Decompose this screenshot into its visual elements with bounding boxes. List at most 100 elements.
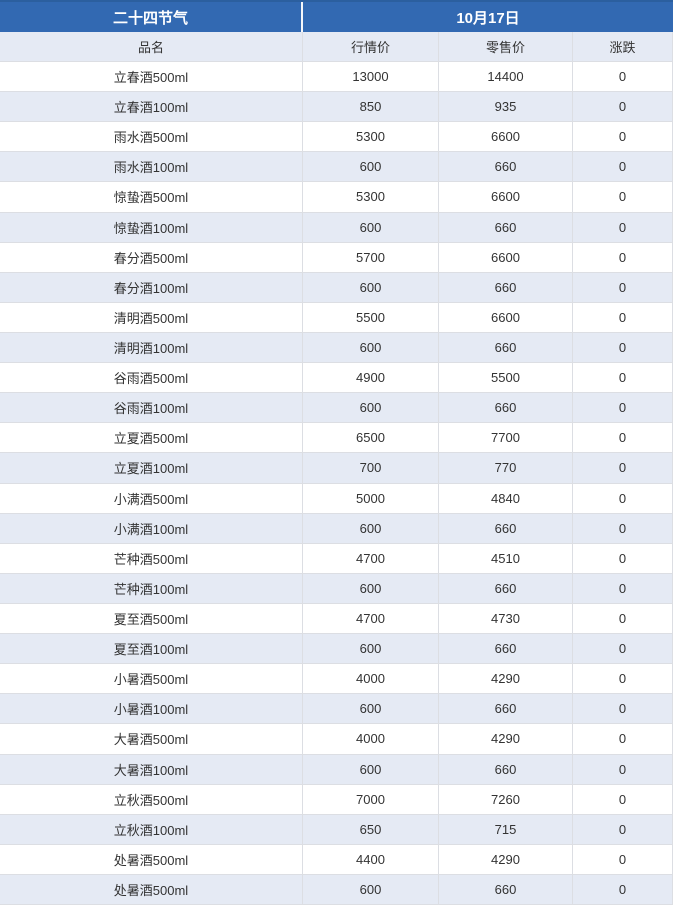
change-cell: 0 (618, 430, 627, 446)
table-row: 立秋酒500ml 7000 7260 0 (0, 784, 673, 815)
change-cell: 0 (618, 550, 627, 566)
change-cell: 0 (618, 340, 627, 356)
product-name-cell: 小满酒100ml (0, 513, 303, 543)
table-body: 立春酒500ml 13000 14400 0 立春酒100ml 850 935 … (0, 62, 673, 905)
change-cell: 0 (618, 400, 627, 416)
market-price-cell: 600 (303, 694, 439, 724)
retail-price-cell: 6600 (439, 302, 573, 332)
column-header-retail-price: 零售价 (439, 32, 573, 61)
market-price-cell: 5300 (303, 182, 439, 212)
retail-price-cell: 660 (439, 332, 573, 363)
market-price-cell: 850 (303, 92, 439, 122)
retail-price-cell: 660 (439, 212, 573, 242)
market-price-cell: 600 (303, 393, 439, 423)
product-name-cell: 谷雨酒500ml (0, 363, 303, 393)
retail-price-cell: 6600 (439, 242, 573, 272)
change-cell: 0 (618, 821, 627, 837)
table-row: 立秋酒100ml 650 715 0 (0, 814, 673, 845)
change-cell: 0 (618, 219, 627, 235)
retail-price-cell: 660 (439, 634, 573, 664)
market-price-cell: 4000 (303, 664, 439, 694)
product-name-cell: 春分酒100ml (0, 272, 303, 302)
retail-price-cell: 6600 (439, 122, 573, 152)
table-row: 春分酒500ml 5700 6600 0 (0, 242, 673, 273)
table-row: 处暑酒500ml 4400 4290 0 (0, 844, 673, 875)
change-cell: 0 (618, 611, 627, 627)
product-name-cell: 惊蛰酒500ml (0, 182, 303, 212)
change-cell: 0 (618, 851, 627, 867)
market-price-cell: 600 (303, 634, 439, 664)
product-name-cell: 小满酒500ml (0, 483, 303, 513)
change-cell: 0 (618, 370, 627, 386)
table-row: 惊蛰酒100ml 600 660 0 (0, 212, 673, 243)
product-name-cell: 立秋酒100ml (0, 814, 303, 844)
table-row: 谷雨酒500ml 4900 5500 0 (0, 363, 673, 394)
table-row: 处暑酒500ml 600 660 0 (0, 874, 673, 905)
market-price-cell: 4400 (303, 844, 439, 874)
market-price-cell: 4000 (303, 724, 439, 754)
table-row: 雨水酒500ml 5300 6600 0 (0, 122, 673, 153)
table-row: 雨水酒100ml 600 660 0 (0, 152, 673, 183)
table-row: 小满酒500ml 5000 4840 0 (0, 483, 673, 514)
table-row: 清明酒100ml 600 660 0 (0, 332, 673, 364)
retail-price-cell: 660 (439, 874, 573, 905)
change-cell: 0 (618, 309, 627, 325)
product-name-cell: 小暑酒500ml (0, 664, 303, 694)
change-cell: 0 (618, 159, 627, 175)
change-cell: 0 (618, 460, 627, 476)
table-row: 芒种酒500ml 4700 4510 0 (0, 543, 673, 574)
table-title-category: 二十四节气 (0, 2, 303, 32)
market-price-cell: 650 (303, 814, 439, 844)
change-cell: 0 (618, 641, 627, 657)
product-name-cell: 小暑酒100ml (0, 694, 303, 724)
product-name-cell: 处暑酒500ml (0, 874, 303, 905)
table-row: 立春酒500ml 13000 14400 0 (0, 62, 673, 93)
retail-price-cell: 4840 (439, 483, 573, 513)
product-name-cell: 夏至酒500ml (0, 603, 303, 634)
change-cell: 0 (618, 69, 627, 85)
retail-price-cell: 715 (439, 814, 573, 844)
market-price-cell: 600 (303, 212, 439, 242)
change-cell: 0 (618, 761, 627, 777)
retail-price-cell: 4290 (439, 664, 573, 694)
product-name-cell: 大暑酒500ml (0, 724, 303, 754)
table-row: 小暑酒100ml 600 660 0 (0, 694, 673, 725)
change-cell: 0 (618, 731, 627, 747)
product-name-cell: 雨水酒500ml (0, 122, 303, 152)
change-cell: 0 (618, 580, 627, 596)
retail-price-cell: 660 (439, 272, 573, 302)
product-name-cell: 大暑酒100ml (0, 754, 303, 784)
market-price-cell: 600 (303, 152, 439, 182)
change-cell: 0 (618, 671, 627, 687)
market-price-cell: 700 (303, 453, 439, 483)
market-price-cell: 4700 (303, 543, 439, 573)
product-name-cell: 立夏酒500ml (0, 423, 303, 453)
table-row: 小满酒100ml 600 660 0 (0, 513, 673, 544)
column-header-product-name: 品名 (0, 32, 303, 61)
retail-price-cell: 4510 (439, 543, 573, 573)
product-name-cell: 夏至酒100ml (0, 634, 303, 664)
table-row: 惊蛰酒500ml 5300 6600 0 (0, 182, 673, 213)
table-row: 大暑酒100ml 600 660 0 (0, 754, 673, 785)
retail-price-cell: 770 (439, 453, 573, 483)
market-price-cell: 5500 (303, 302, 439, 332)
table-row: 芒种酒100ml 600 660 0 (0, 573, 673, 604)
market-price-cell: 6500 (303, 423, 439, 453)
change-cell: 0 (618, 189, 627, 205)
product-name-cell: 惊蛰酒100ml (0, 212, 303, 242)
market-price-cell: 4700 (303, 603, 439, 634)
product-name-cell: 立夏酒100ml (0, 453, 303, 483)
market-price-cell: 600 (303, 573, 439, 603)
product-name-cell: 立春酒500ml (0, 62, 303, 92)
change-cell: 0 (618, 882, 627, 897)
market-price-cell: 5300 (303, 122, 439, 152)
table-row: 清明酒500ml 5500 6600 0 (0, 302, 673, 333)
table-row: 立春酒100ml 850 935 0 (0, 92, 673, 123)
product-name-cell: 清明酒500ml (0, 302, 303, 332)
table-row: 夏至酒100ml 600 660 0 (0, 634, 673, 665)
retail-price-cell: 4290 (439, 724, 573, 754)
market-price-cell: 600 (303, 272, 439, 302)
retail-price-cell: 5500 (439, 363, 573, 393)
change-cell: 0 (618, 129, 627, 145)
